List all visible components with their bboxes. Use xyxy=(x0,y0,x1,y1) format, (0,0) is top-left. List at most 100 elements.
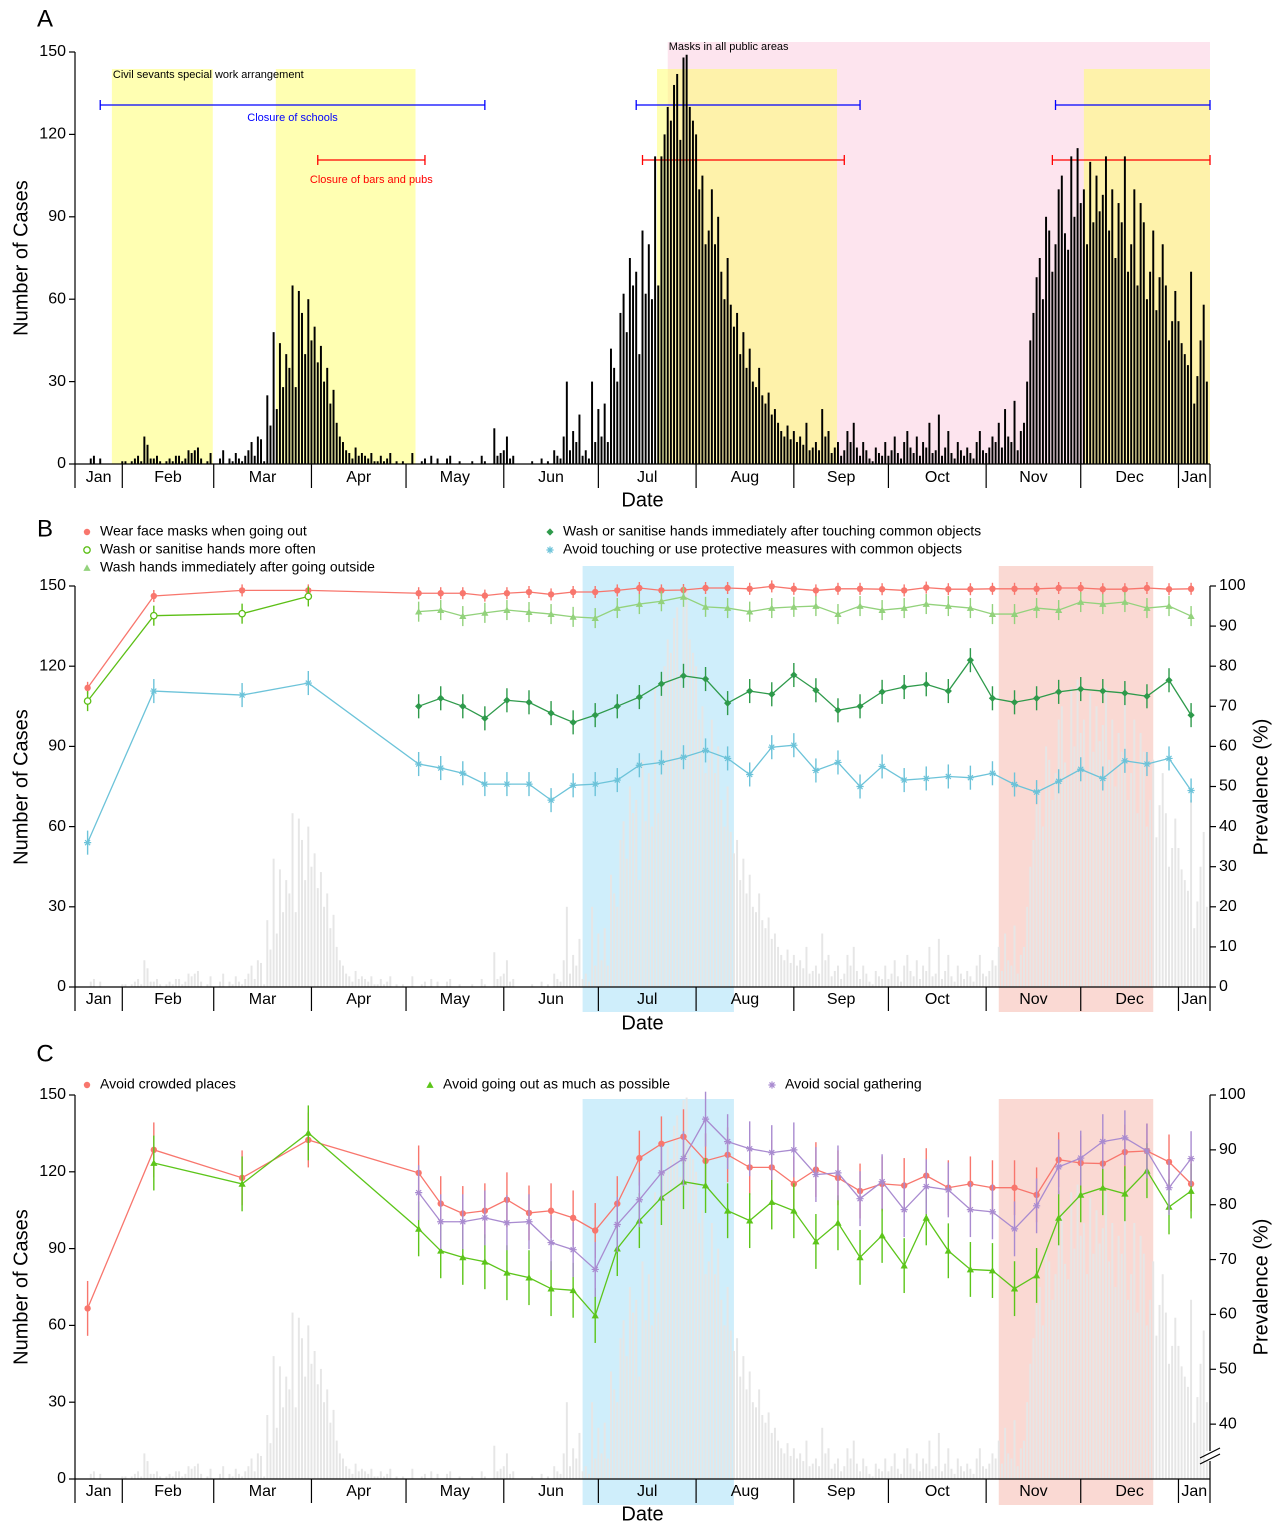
y2-tick-label: 90 xyxy=(1219,617,1237,634)
background-case-bar xyxy=(1168,866,1170,987)
data-point xyxy=(83,697,92,705)
case-bar xyxy=(906,431,909,464)
case-bar xyxy=(222,450,225,464)
data-point xyxy=(547,591,555,598)
background-case-bar xyxy=(285,1376,288,1479)
case-bar xyxy=(1174,290,1177,464)
case-bar xyxy=(978,431,981,464)
background-case-bar xyxy=(480,978,483,987)
background-case-bar xyxy=(1007,1453,1010,1479)
background-case-bar xyxy=(323,906,326,987)
background-case-bar xyxy=(997,1440,1000,1479)
case-bar xyxy=(357,455,360,464)
case-bar xyxy=(931,453,934,464)
case-bar xyxy=(682,57,685,464)
y2-tick-label: 30 xyxy=(1219,858,1237,875)
y-tick-label: 0 xyxy=(57,1470,66,1487)
background-case-bar xyxy=(1045,1248,1048,1479)
background-case-bar xyxy=(1145,826,1148,987)
case-bar xyxy=(228,458,231,464)
background-case-bar xyxy=(505,960,508,987)
background-case-bar xyxy=(1067,778,1070,987)
case-bar xyxy=(865,450,868,464)
data-point xyxy=(900,776,908,784)
case-bar xyxy=(291,285,294,464)
background-case-bar xyxy=(171,984,174,987)
case-bar xyxy=(941,455,943,464)
background-case-bar xyxy=(682,1100,685,1479)
background-case-bar xyxy=(272,858,275,987)
case-bar xyxy=(1010,442,1013,464)
background-case-bar xyxy=(972,1473,975,1479)
background-case-bar xyxy=(644,1320,647,1479)
data-point xyxy=(437,606,445,613)
background-case-bar xyxy=(430,978,433,987)
background-case-bar xyxy=(1054,773,1057,987)
background-case-bar xyxy=(263,984,266,987)
background-case-bar xyxy=(698,719,701,987)
case-bar xyxy=(1092,222,1095,464)
case-bar xyxy=(165,461,168,464)
case-bar xyxy=(805,422,808,464)
background-case-bar xyxy=(342,1458,344,1479)
case-bar xyxy=(581,455,584,464)
case-bar xyxy=(562,436,565,464)
background-case-bar xyxy=(1041,1325,1044,1479)
data-point xyxy=(635,693,643,701)
background-case-bar xyxy=(1183,1376,1186,1479)
background-case-bar xyxy=(92,978,95,987)
data-point xyxy=(988,769,997,777)
background-case-bar xyxy=(764,928,767,987)
background-case-bar xyxy=(360,1468,363,1479)
background-case-bar xyxy=(679,671,682,987)
data-point xyxy=(768,1149,776,1157)
background-case-bar xyxy=(1123,1192,1126,1479)
case-bar xyxy=(316,362,319,464)
background-case-bar xyxy=(319,1368,322,1479)
background-case-bar xyxy=(496,978,499,987)
data-point xyxy=(966,1265,974,1273)
case-bar xyxy=(663,134,666,464)
background-case-bar xyxy=(572,1448,575,1479)
x-axis-label: Date xyxy=(621,1012,663,1034)
background-case-bar xyxy=(707,759,710,987)
background-case-bar xyxy=(953,1473,956,1479)
background-case-bar xyxy=(786,949,789,987)
case-bar xyxy=(1051,271,1054,464)
case-bar xyxy=(691,120,694,465)
case-bar xyxy=(556,455,559,464)
data-point xyxy=(966,604,974,611)
x-tick-label: Sep xyxy=(827,469,856,486)
background-case-bar xyxy=(250,965,253,987)
background-case-bar xyxy=(947,954,950,987)
background-case-bar xyxy=(695,666,698,987)
case-bar xyxy=(140,461,143,464)
background-case-bar xyxy=(206,984,209,987)
background-case-bar xyxy=(625,1356,628,1479)
background-case-bar xyxy=(323,1402,326,1479)
data-point xyxy=(856,1195,864,1203)
case-bar xyxy=(685,54,688,464)
background-case-bar xyxy=(357,978,360,987)
case-bar xyxy=(1133,189,1136,465)
background-case-bar xyxy=(190,976,193,987)
data-point xyxy=(1165,754,1173,763)
data-point xyxy=(503,780,511,788)
x-tick-label: Jul xyxy=(637,991,657,1008)
case-bar xyxy=(799,436,802,464)
case-bar xyxy=(382,461,385,464)
case-bar xyxy=(234,453,237,464)
background-case-bar xyxy=(196,970,199,987)
background-case-bar xyxy=(941,1471,943,1479)
case-bar xyxy=(152,458,155,464)
background-case-bar xyxy=(509,981,512,987)
highlight-period xyxy=(998,566,1154,1012)
background-case-bar xyxy=(401,984,404,987)
background-case-bar xyxy=(379,978,382,987)
background-case-bar xyxy=(1057,1223,1060,1479)
background-case-bar xyxy=(297,818,300,987)
background-case-bar xyxy=(915,960,918,987)
background-case-bar xyxy=(1180,1366,1183,1479)
data-point xyxy=(1187,1187,1195,1194)
background-case-bar xyxy=(137,1471,140,1479)
